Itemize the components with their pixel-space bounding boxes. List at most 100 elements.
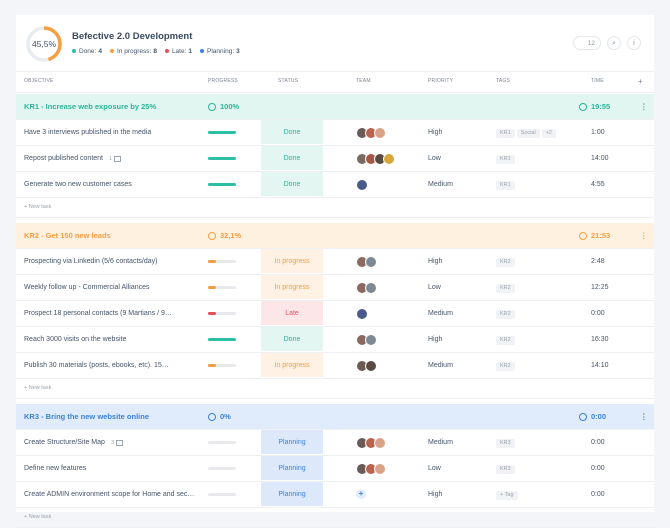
progress-bar (208, 260, 217, 263)
tag[interactable]: KR1 (496, 181, 515, 190)
objective-menu[interactable]: ⋮ (640, 102, 648, 111)
new-task[interactable]: + New task (24, 514, 52, 520)
stat-dot (200, 49, 205, 54)
column-title: OBJECTIVE (24, 78, 54, 84)
tags: KR1 (496, 172, 517, 197)
task-title: Prospect 18 personal contacts (9 Martian… (24, 310, 172, 317)
task-row[interactable]: Generate two new customer cases Done Mediu… (16, 172, 654, 198)
task-row[interactable]: Create Structure/Site Map 3 Planning Medium… (16, 430, 654, 456)
status-cell: Planning (261, 482, 323, 506)
priority: Medium (428, 181, 453, 188)
timer-icon (579, 232, 587, 240)
stat: Planning: 3 (200, 48, 240, 55)
progress-icon (208, 103, 216, 111)
objective-menu[interactable]: ⋮ (640, 412, 648, 421)
task-title: Repost published content (24, 155, 103, 162)
task-time: 14:00 (591, 155, 609, 162)
column-title: STATUS (278, 78, 299, 84)
task-row[interactable]: Prospect 18 personal contacts (9 Martian… (16, 301, 654, 327)
task-row[interactable]: Define new features Planning Low KR3 0:00 (16, 456, 654, 482)
team (356, 153, 395, 165)
task-row[interactable]: Weekly follow up - Commercial Alliances I… (16, 275, 654, 301)
tag[interactable]: KR3 (496, 439, 515, 448)
stat-dot (164, 49, 169, 54)
progress-track (208, 467, 236, 470)
tag[interactable]: + Tag (496, 491, 518, 500)
task-row[interactable]: Reach 3000 visits on the website Done High… (16, 327, 654, 353)
task-row[interactable]: Prospecting via Linkedin (5/6 contacts/d… (16, 249, 654, 275)
task-time: 4:55 (591, 181, 605, 188)
task-name: Have 3 interviews published in the media (24, 120, 151, 145)
task-time: 12:25 (591, 284, 609, 291)
task-title: Define new features (24, 465, 87, 472)
add-column[interactable]: + (638, 77, 643, 86)
team (356, 360, 377, 372)
progress-track (208, 441, 236, 444)
tags: KR2 (496, 275, 517, 300)
tag[interactable]: KR2 (496, 336, 515, 345)
avatar (374, 437, 386, 449)
objective-time: 0:00 (591, 412, 607, 421)
search-button[interactable]: ⌕ (607, 36, 621, 50)
status-cell: Planning (261, 456, 323, 480)
stat-label: Done: (79, 48, 97, 55)
task-row[interactable]: Create ADMIN environment scope for Home … (16, 482, 654, 508)
comment-number: 1 (109, 156, 113, 162)
task-title: Create ADMIN environment scope for Home … (24, 491, 195, 498)
tag[interactable]: KR2 (496, 362, 515, 371)
status-cell: Planning (261, 430, 323, 454)
task-name: Create ADMIN environment scope for Home … (24, 482, 194, 507)
column-title: PROGRESS (208, 78, 238, 84)
tag[interactable]: +2 (541, 129, 556, 138)
task-name: Weekly follow up - Commercial Alliances (24, 275, 150, 300)
tag[interactable]: KR2 (496, 284, 515, 293)
objective-progress: 0% (220, 412, 231, 421)
task-row[interactable]: Publish 30 materials (posts, ebooks, etc… (16, 353, 654, 379)
progress-bar (208, 131, 236, 134)
tag[interactable]: Social (516, 129, 540, 138)
new-task-row: + New task (16, 379, 654, 399)
new-task[interactable]: + New task (24, 385, 52, 391)
avatar (365, 282, 377, 294)
priority: High (428, 258, 443, 265)
task-title: Publish 30 materials (posts, ebooks, etc… (24, 362, 169, 369)
donut-arc (26, 26, 62, 62)
team (356, 437, 386, 449)
task-name: Prospect 18 personal contacts (9 Martian… (24, 301, 172, 326)
stat-count: 3 (236, 48, 240, 55)
tag[interactable]: KR1 (496, 155, 515, 164)
progress-bar (208, 286, 217, 289)
task-row[interactable]: Repost published content 1 Done Low KR1 14:00 (16, 146, 654, 172)
avatar (356, 179, 368, 191)
progress-bar (208, 364, 217, 367)
objective-menu[interactable]: ⋮ (640, 231, 648, 240)
task-row[interactable]: Have 3 interviews published in the media… (16, 120, 654, 146)
tag[interactable]: KR2 (496, 258, 515, 267)
table: OBJECTIVE PROGRESS STATUS TEAM PRIORITY TAGS T… (16, 71, 654, 528)
task-name: Reach 3000 visits on the website (24, 327, 126, 352)
members-button[interactable]: 12 (573, 36, 601, 50)
tag[interactable]: KR2 (496, 310, 515, 319)
task-name: Publish 30 materials (posts, ebooks, etc… (24, 353, 169, 378)
progress-track (208, 131, 236, 134)
team (356, 463, 386, 475)
tags: KR2 (496, 353, 517, 378)
task-title: Weekly follow up - Commercial Alliances (24, 284, 150, 291)
new-task[interactable]: + New task (24, 204, 52, 210)
task-time: 0:00 (591, 310, 605, 317)
comment-icon (114, 155, 122, 162)
stat-dot (72, 49, 76, 54)
comment-number: 3 (110, 440, 114, 446)
tag[interactable]: KR1 (496, 129, 515, 138)
tag[interactable]: KR3 (496, 465, 515, 474)
team (356, 308, 368, 320)
task-time: 14:10 (591, 362, 609, 369)
status-cell: In progress (261, 249, 323, 273)
comment-icon (116, 439, 123, 446)
stat-label: In progress: (116, 48, 152, 55)
add-member[interactable]: + (356, 489, 366, 499)
task-title: Create Structure/Site Map (24, 439, 105, 446)
info-button[interactable]: i (627, 36, 641, 50)
task-title: Generate two new customer cases (24, 181, 132, 188)
tags: KR3 (496, 456, 517, 481)
